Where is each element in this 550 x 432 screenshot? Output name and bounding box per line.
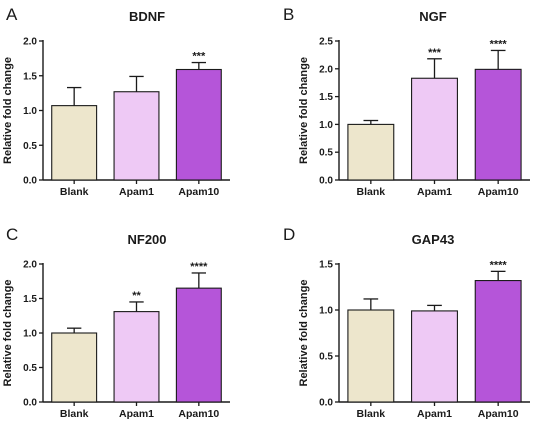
chart-title: GAP43 <box>412 232 455 247</box>
x-tick-label: Apam1 <box>417 408 452 420</box>
y-tick-label: 0.5 <box>319 148 333 159</box>
y-axis-label: Relative fold change <box>2 57 14 164</box>
significance-label: *** <box>192 51 206 63</box>
y-tick-label: 1.0 <box>23 329 37 340</box>
significance-label: **** <box>490 259 508 271</box>
x-tick-label: Blank <box>357 186 386 198</box>
bar-blank <box>51 332 98 403</box>
significance-label: ** <box>132 290 141 302</box>
bar-apam1 <box>113 91 160 181</box>
y-tick-label: 1.5 <box>319 260 333 271</box>
y-tick-label: 0.5 <box>319 352 333 363</box>
y-tick-label: 1.5 <box>319 92 333 103</box>
y-axis-label: Relative fold change <box>2 280 14 387</box>
chart-title: BDNF <box>129 9 165 24</box>
y-axis-label: Relative fold change <box>298 280 310 387</box>
bar-apam10 <box>474 68 522 181</box>
y-tick-label: 0.0 <box>319 176 333 187</box>
bar-apam1 <box>113 311 160 403</box>
panel-letter: C <box>6 225 18 244</box>
bar-blank <box>347 309 395 403</box>
y-tick-label: 0.0 <box>23 398 37 409</box>
panel-letter: A <box>6 5 18 24</box>
x-tick-label: Apam1 <box>119 408 154 420</box>
bar-apam1 <box>411 77 458 181</box>
bar-apam10 <box>175 287 222 403</box>
y-tick-label: 2.5 <box>319 37 333 48</box>
chart-panel-c: C NF200 Relative fold change 0.0 0.5 1.0 1.5 2.… <box>2 225 230 420</box>
x-tick-label: Blank <box>357 408 386 420</box>
x-tick-label: Apam10 <box>478 186 519 198</box>
bar-blank <box>347 123 395 181</box>
x-tick-label: Apam1 <box>119 186 154 198</box>
bar-blank <box>51 105 98 181</box>
panel-letter: D <box>283 225 295 244</box>
chart-panel-b: B NGF Relative fold change 0.0 0.5 1.0 1.5 2.0 2… <box>283 5 530 198</box>
y-tick-label: 0.0 <box>23 176 37 187</box>
chart-panel-d: D GAP43 Relative fold change 0.0 0.5 1.0 1.5 Bl… <box>283 225 530 420</box>
y-tick-label: 1.0 <box>319 306 333 317</box>
panel-letter: B <box>283 5 294 24</box>
y-tick-label: 0.0 <box>319 398 333 409</box>
y-axis-label: Relative fold change <box>298 57 310 164</box>
chart-panel-a: A BDNF Relative fold change 0.0 0.5 1.0 1.5 2.0… <box>2 5 230 198</box>
y-tick-label: 0.5 <box>23 363 37 374</box>
y-tick-label: 1.5 <box>23 71 37 82</box>
significance-label: *** <box>428 47 442 59</box>
x-tick-label: Blank <box>60 408 89 420</box>
bar-apam10 <box>474 280 522 403</box>
y-tick-label: 1.0 <box>319 120 333 131</box>
significance-label: **** <box>490 38 508 50</box>
x-tick-label: Apam10 <box>478 408 519 420</box>
x-tick-label: Apam10 <box>178 186 219 198</box>
x-tick-label: Apam10 <box>178 408 219 420</box>
bar-apam10 <box>175 68 222 181</box>
y-tick-label: 2.0 <box>23 37 37 48</box>
y-tick-label: 1.0 <box>23 106 37 117</box>
y-tick-label: 2.0 <box>319 64 333 75</box>
x-tick-label: Apam1 <box>417 186 452 198</box>
significance-label: **** <box>190 261 208 273</box>
y-tick-label: 1.5 <box>23 294 37 305</box>
y-tick-label: 2.0 <box>23 260 37 271</box>
bar-apam1 <box>411 310 458 403</box>
x-tick-label: Blank <box>60 186 89 198</box>
y-tick-label: 0.5 <box>23 141 37 152</box>
chart-title: NF200 <box>127 232 166 247</box>
chart-title: NGF <box>419 9 447 24</box>
